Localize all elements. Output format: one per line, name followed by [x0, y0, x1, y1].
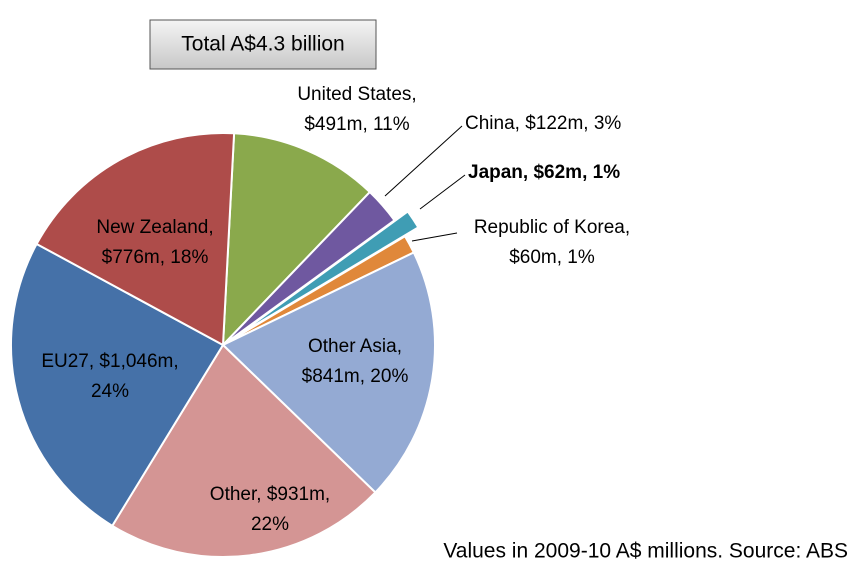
data-label: United States, $491m, 11% — [297, 84, 416, 135]
leader-line — [384, 125, 463, 197]
pie-slice — [221, 132, 372, 348]
data-label: China, $122m, 3% — [465, 113, 621, 134]
data-label: Japan, $62m, 1% — [468, 162, 620, 183]
pie-slice — [35, 132, 236, 347]
title-box — [149, 19, 377, 70]
leader-line — [411, 232, 458, 242]
pie-slice — [235, 210, 420, 338]
data-label: Other, $931m, 22% — [210, 484, 330, 535]
pie-slice — [110, 343, 377, 558]
chart-title: Total A$4.3 billion — [181, 33, 344, 56]
source-note: Values in 2009-10 A$ millions. Source: A… — [443, 540, 848, 563]
data-label: EU27, $1,046m, 24% — [41, 351, 178, 402]
pie-slice — [221, 251, 436, 494]
data-label: Republic of Korea, $60m, 1% — [474, 217, 630, 268]
data-label: Other Asia, $841m, 20% — [302, 336, 409, 387]
leader-line — [419, 174, 466, 210]
pie-slice — [10, 242, 225, 528]
data-label: New Zealand, $776m, 18% — [96, 217, 213, 268]
